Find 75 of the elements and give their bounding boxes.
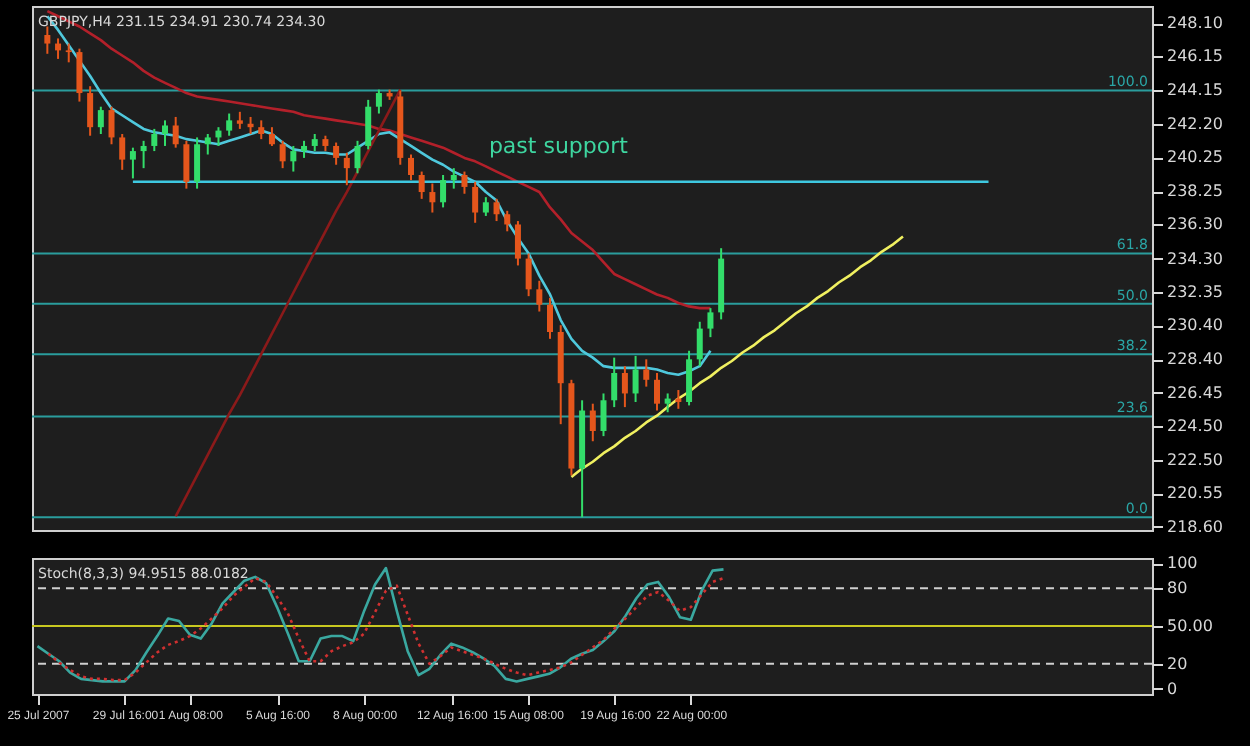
candlestick — [375, 88, 382, 115]
candlestick — [194, 136, 201, 190]
y-tick-label: 232.35 — [1167, 282, 1223, 301]
candlestick — [418, 170, 425, 200]
candlestick — [643, 358, 650, 388]
y-tick-label: 234.30 — [1167, 249, 1223, 268]
candlestick — [547, 296, 554, 340]
y-tick-label: 246.15 — [1167, 47, 1223, 66]
candlestick — [504, 209, 511, 233]
candlestick — [365, 98, 372, 151]
candlestick — [140, 139, 147, 170]
candlestick — [44, 25, 51, 55]
y-tick-label: 50.00 — [1167, 617, 1213, 635]
candlestick — [343, 151, 350, 187]
y-tick-label: 230.40 — [1167, 316, 1223, 335]
candlestick — [354, 139, 361, 175]
candlestick — [696, 320, 703, 368]
candlestick — [632, 354, 639, 403]
y-tick-label: 238.25 — [1167, 182, 1223, 201]
candlestick — [621, 365, 628, 409]
candlestick — [440, 173, 447, 209]
candlestick — [333, 141, 340, 166]
candlestick — [707, 307, 714, 339]
candlestick — [600, 392, 607, 438]
candlestick — [450, 167, 457, 190]
annotation: past support — [488, 133, 630, 160]
candlestick — [493, 197, 500, 223]
line-series — [174, 88, 402, 518]
y-tick-label: 100 — [1167, 554, 1198, 573]
y-tick-label: 20 — [1167, 654, 1188, 673]
candlestick — [129, 146, 136, 180]
candlestick — [429, 182, 436, 214]
candlestick — [87, 85, 94, 137]
candlestick — [151, 127, 158, 153]
candlestick — [119, 133, 126, 171]
y-tick-label: 222.50 — [1167, 451, 1223, 470]
candlestick — [65, 42, 72, 64]
candlestick — [653, 371, 660, 412]
candlestick — [76, 47, 83, 103]
candlestick — [172, 115, 179, 149]
y-tick-label: 0 — [1167, 679, 1178, 698]
y-tick-label: 224.50 — [1167, 416, 1223, 435]
y-tick-label: 236.30 — [1167, 215, 1223, 234]
candlestick — [589, 402, 596, 443]
candlestick — [161, 119, 168, 147]
candlestick — [97, 105, 104, 136]
y-tick-label: 218.60 — [1167, 517, 1223, 536]
candlestick — [514, 220, 521, 267]
candlestick — [279, 139, 286, 170]
candlestick — [482, 196, 489, 217]
candlestick — [183, 139, 190, 190]
candlestick — [686, 349, 693, 407]
candlestick — [268, 126, 275, 147]
y-tick-label: 242.20 — [1167, 114, 1223, 133]
candlestick — [664, 392, 671, 414]
candlestick — [611, 356, 618, 409]
candlestick — [461, 170, 468, 195]
candlestick — [108, 105, 115, 146]
candlestick — [290, 144, 297, 173]
y-tick-label: 226.45 — [1167, 383, 1223, 402]
y-tick-label: 240.25 — [1167, 148, 1223, 167]
candlestick — [472, 180, 479, 224]
candlestick — [675, 389, 682, 410]
y-tick-label: 244.15 — [1167, 81, 1223, 100]
candlestick — [407, 153, 414, 182]
candlestick — [536, 279, 543, 313]
candlestick — [204, 133, 211, 156]
y-tick-label: 220.55 — [1167, 484, 1223, 503]
y-tick-label: 80 — [1167, 579, 1188, 598]
candlestick — [258, 119, 265, 141]
line-series — [570, 235, 905, 479]
candlestick — [525, 252, 532, 298]
y-tick-label: 228.40 — [1167, 350, 1223, 369]
y-tick-label: 248.10 — [1167, 14, 1223, 33]
candlestick — [226, 112, 233, 137]
